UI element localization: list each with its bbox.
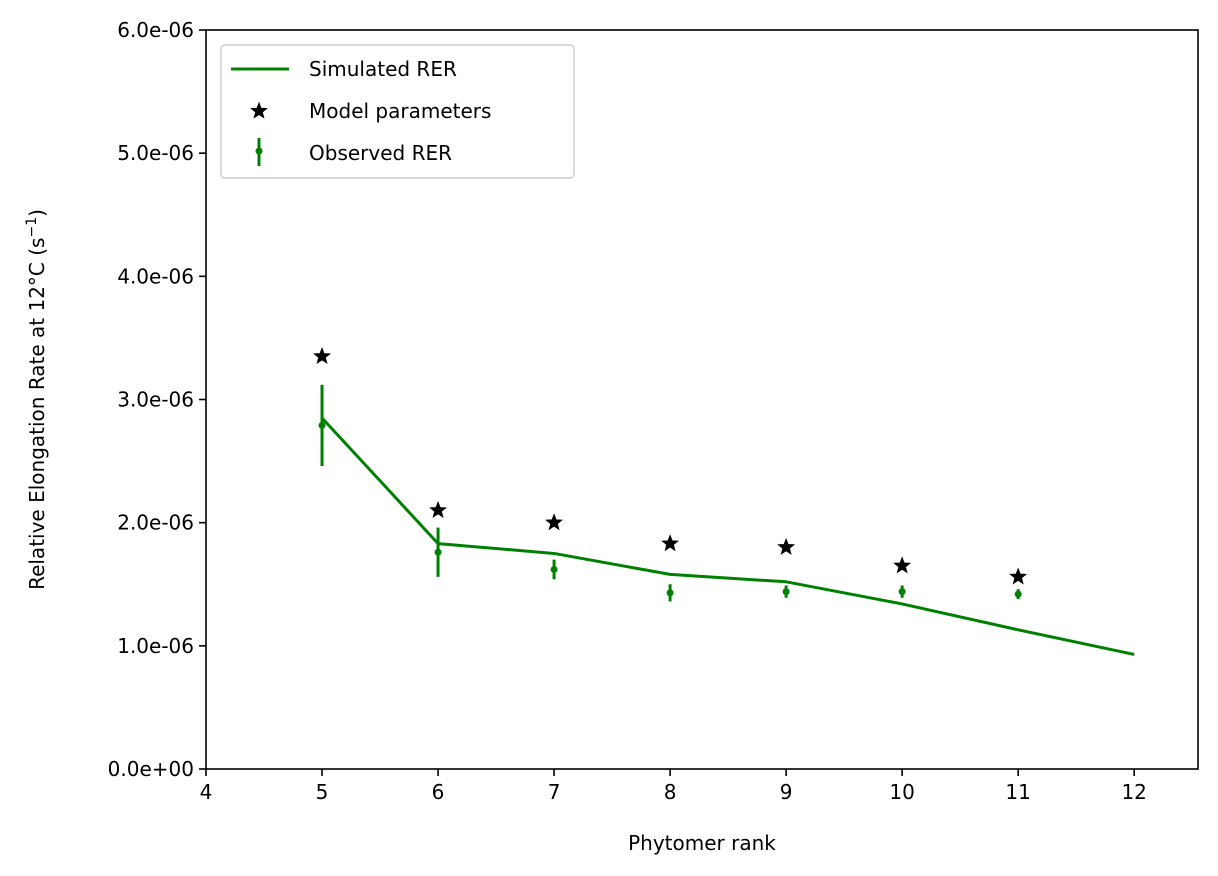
x-tick-label: 5 [316, 780, 329, 804]
x-tick-label: 8 [664, 780, 677, 804]
legend-star-shape [250, 101, 268, 119]
observed-rer-point [782, 588, 790, 596]
observed-rer-point [898, 588, 906, 596]
model-parameter-star [893, 556, 912, 574]
legend-label-simulated: Simulated RER [309, 57, 457, 81]
y-tick-label: 4.0e-06 [117, 264, 194, 288]
x-tick-label: 4 [200, 780, 213, 804]
y-tick-label: 6.0e-06 [117, 18, 194, 42]
legend-frame [220, 44, 575, 179]
legend-label-observed: Observed RER [309, 141, 452, 165]
y-tick-label: 1.0e-06 [117, 634, 194, 658]
legend: Simulated RER Model parameters Observed … [220, 44, 575, 179]
observed-rer-point [550, 565, 558, 573]
observed-rer-point [1014, 590, 1022, 598]
y-axis-title-close: ) [25, 209, 49, 217]
y-tick-label: 0.0e+00 [108, 757, 194, 781]
simulated-rer-line [320, 416, 1135, 656]
model-parameter-star [313, 346, 331, 364]
x-tick-label: 11 [1005, 780, 1030, 804]
legend-star-marker [250, 101, 268, 119]
observed-rer-point [434, 548, 442, 556]
y-tick-label: 2.0e-06 [117, 511, 194, 535]
x-tick-label: 6 [432, 780, 445, 804]
x-axis-title: Phytomer rank [628, 831, 776, 855]
model-parameter-star [1009, 567, 1028, 585]
x-tick-label: 10 [889, 780, 914, 804]
x-tick-label: 9 [780, 780, 793, 804]
legend-dot-marker [255, 147, 263, 155]
x-tick-label: 7 [548, 780, 561, 804]
y-axis-title: Relative Elongation Rate at 12°C (s−1) [24, 209, 49, 590]
y-axis-title-unit-exponent: −1 [24, 217, 40, 238]
legend-label-model: Model parameters [309, 99, 491, 123]
y-axis: 0.0e+00 1.0e-06 2.0e-06 3.0e-06 4.0e-06 5.0e-… [108, 18, 206, 781]
observed-rer-point [666, 589, 674, 597]
y-tick-label: 5.0e-06 [117, 141, 194, 165]
x-tick-label: 12 [1121, 780, 1146, 804]
x-axis: 4 5 6 7 8 9 10 11 12 [200, 769, 1147, 804]
y-axis-title-text: Relative Elongation Rate at 12°C (s [25, 238, 49, 590]
observed-rer-point [318, 421, 326, 429]
y-tick-label: 3.0e-06 [117, 388, 194, 412]
model-parameter-star [777, 537, 796, 555]
model-parameter-star [545, 513, 564, 531]
model-parameter-star [661, 534, 680, 552]
plot-area [313, 346, 1135, 656]
model-parameter-star [429, 500, 447, 518]
